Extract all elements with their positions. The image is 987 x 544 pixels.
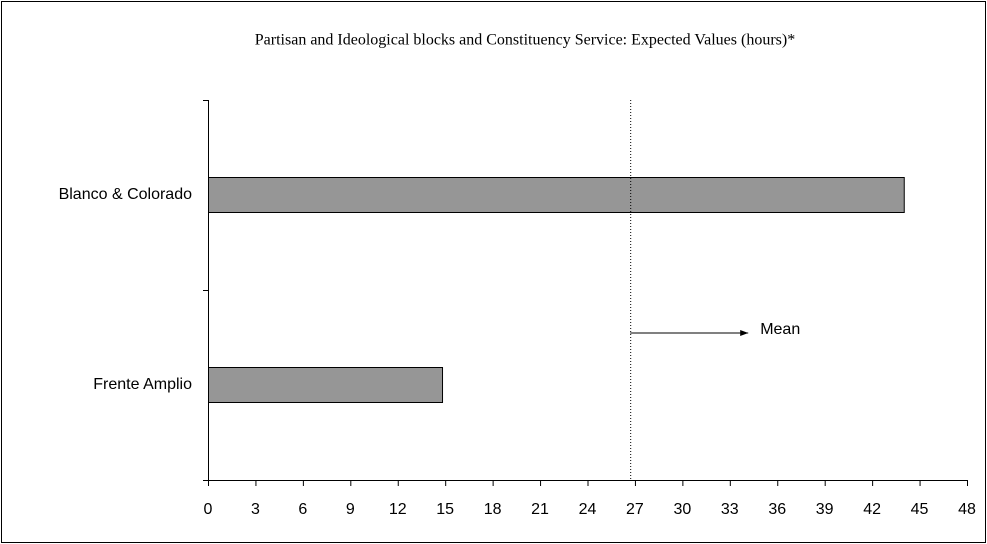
x-tick-label: 0 xyxy=(204,501,213,518)
x-tick-label: 6 xyxy=(298,501,307,518)
x-tick-label: 3 xyxy=(251,501,260,518)
x-tick-label: 36 xyxy=(768,501,786,518)
bar xyxy=(208,177,905,213)
bar xyxy=(208,367,444,403)
y-tick-label: Frente Amplio xyxy=(93,376,192,393)
x-tick-label: 33 xyxy=(721,501,739,518)
x-tick-label: 39 xyxy=(816,501,834,518)
x-tick-label: 18 xyxy=(484,501,502,518)
x-tick-label: 9 xyxy=(346,501,355,518)
y-tick-label: Blanco & Colorado xyxy=(59,186,193,203)
x-tick-label: 27 xyxy=(626,501,644,518)
x-tick-label: 12 xyxy=(389,501,407,518)
chart-title: Partisan and Ideological blocks and Cons… xyxy=(255,32,795,49)
x-tick-label: 30 xyxy=(673,501,691,518)
x-tick-label: 15 xyxy=(436,501,454,518)
x-tick-label: 24 xyxy=(579,501,597,518)
x-tick-label: 45 xyxy=(911,501,929,518)
x-tick-label: 42 xyxy=(863,501,881,518)
mean-label: Mean xyxy=(760,321,800,338)
x-tick-label: 21 xyxy=(531,501,549,518)
x-tick-label: 48 xyxy=(958,501,976,518)
